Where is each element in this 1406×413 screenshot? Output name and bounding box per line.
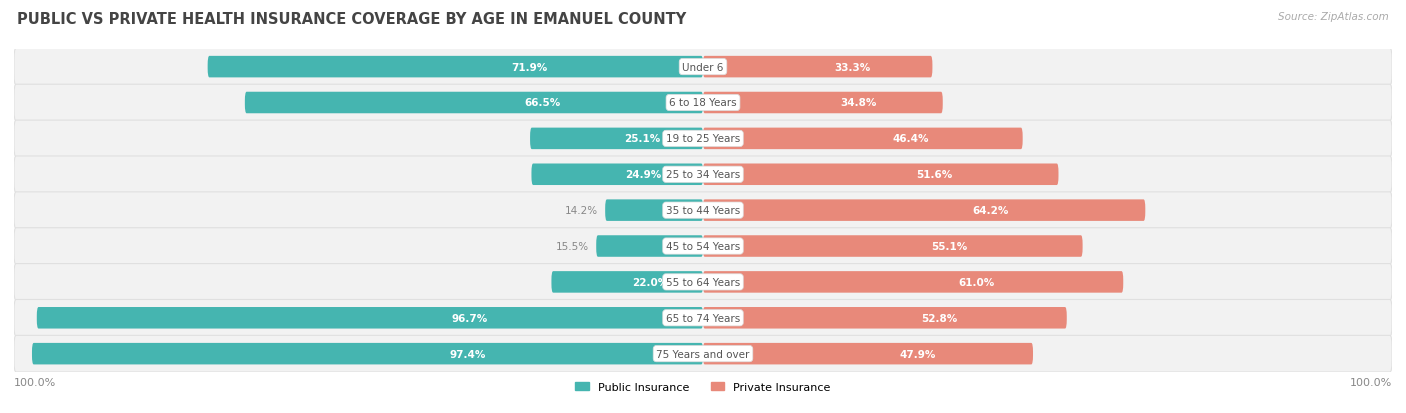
FancyBboxPatch shape [14,192,1392,229]
Text: Under 6: Under 6 [682,62,724,72]
FancyBboxPatch shape [703,307,1067,329]
FancyBboxPatch shape [596,236,703,257]
Text: 71.9%: 71.9% [512,62,548,72]
FancyBboxPatch shape [551,271,703,293]
FancyBboxPatch shape [14,335,1392,372]
FancyBboxPatch shape [14,264,1392,301]
Text: 100.0%: 100.0% [1350,377,1392,387]
Text: 34.8%: 34.8% [841,98,877,108]
Text: 51.6%: 51.6% [915,170,952,180]
Text: 47.9%: 47.9% [900,349,935,359]
Text: 96.7%: 96.7% [451,313,488,323]
Text: 19 to 25 Years: 19 to 25 Years [666,134,740,144]
FancyBboxPatch shape [37,307,703,329]
FancyBboxPatch shape [14,85,1392,121]
Text: 64.2%: 64.2% [973,206,1008,216]
Text: 100.0%: 100.0% [14,377,56,387]
FancyBboxPatch shape [14,121,1392,157]
FancyBboxPatch shape [703,57,932,78]
Text: 46.4%: 46.4% [893,134,929,144]
Text: 14.2%: 14.2% [565,206,599,216]
FancyBboxPatch shape [531,164,703,185]
FancyBboxPatch shape [32,343,703,365]
FancyBboxPatch shape [703,200,1146,221]
FancyBboxPatch shape [14,157,1392,193]
Legend: Public Insurance, Private Insurance: Public Insurance, Private Insurance [575,382,831,392]
Text: 65 to 74 Years: 65 to 74 Years [666,313,740,323]
FancyBboxPatch shape [14,49,1392,86]
FancyBboxPatch shape [530,128,703,150]
FancyBboxPatch shape [14,228,1392,265]
FancyBboxPatch shape [703,271,1123,293]
Text: 6 to 18 Years: 6 to 18 Years [669,98,737,108]
Text: 75 Years and over: 75 Years and over [657,349,749,359]
Text: PUBLIC VS PRIVATE HEALTH INSURANCE COVERAGE BY AGE IN EMANUEL COUNTY: PUBLIC VS PRIVATE HEALTH INSURANCE COVER… [17,12,686,27]
Text: 52.8%: 52.8% [921,313,957,323]
Text: 66.5%: 66.5% [524,98,561,108]
Text: 55 to 64 Years: 55 to 64 Years [666,277,740,287]
FancyBboxPatch shape [14,300,1392,336]
Text: 15.5%: 15.5% [557,242,589,252]
FancyBboxPatch shape [703,164,1059,185]
Text: 25.1%: 25.1% [624,134,661,144]
Text: Source: ZipAtlas.com: Source: ZipAtlas.com [1278,12,1389,22]
FancyBboxPatch shape [703,343,1033,365]
Text: 97.4%: 97.4% [450,349,486,359]
FancyBboxPatch shape [703,128,1022,150]
Text: 55.1%: 55.1% [932,242,967,252]
Text: 25 to 34 Years: 25 to 34 Years [666,170,740,180]
FancyBboxPatch shape [703,93,943,114]
FancyBboxPatch shape [703,236,1083,257]
Text: 24.9%: 24.9% [624,170,661,180]
Text: 45 to 54 Years: 45 to 54 Years [666,242,740,252]
Text: 33.3%: 33.3% [834,62,870,72]
FancyBboxPatch shape [208,57,703,78]
Text: 61.0%: 61.0% [957,277,994,287]
Text: 22.0%: 22.0% [631,277,668,287]
Text: 35 to 44 Years: 35 to 44 Years [666,206,740,216]
FancyBboxPatch shape [605,200,703,221]
FancyBboxPatch shape [245,93,703,114]
